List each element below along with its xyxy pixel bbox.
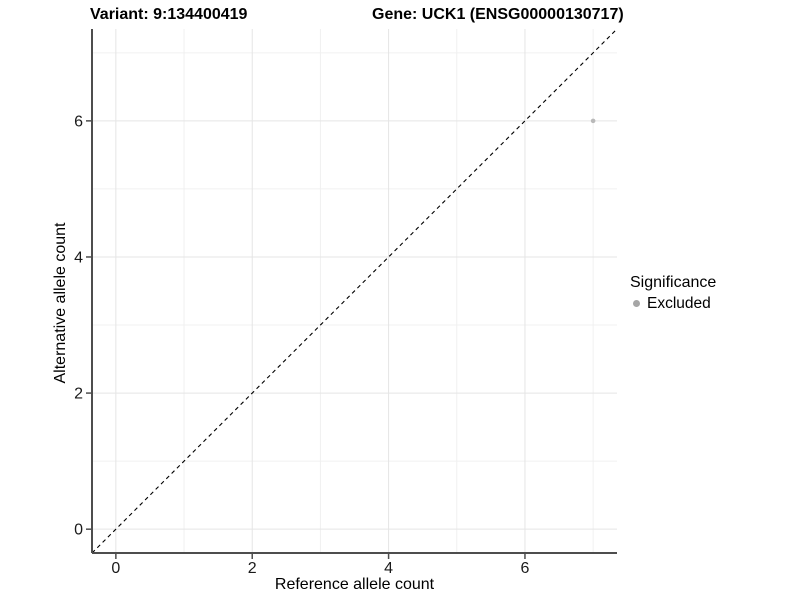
y-tick-label: 4 — [74, 249, 83, 266]
legend-title: Significance — [630, 274, 717, 291]
x-tick-label: 4 — [384, 560, 393, 577]
plot-title-variant: Variant: 9:134400419 — [90, 6, 248, 23]
x-axis-title: Reference allele count — [274, 576, 435, 593]
legend: Significance Excluded — [630, 274, 716, 312]
y-tick-label: 0 — [74, 522, 83, 539]
plot-title-gene: Gene: UCK1 (ENSG00000130717) — [372, 6, 624, 23]
circle-marker-icon — [633, 300, 640, 307]
legend-item-label: Excluded — [647, 295, 711, 312]
x-tick-label: 6 — [521, 560, 530, 577]
y-tick-label: 6 — [74, 113, 83, 130]
y-tick-label: 2 — [74, 386, 83, 403]
identity-dashed-line — [91, 28, 618, 554]
data-point — [590, 118, 596, 124]
x-tick-label: 0 — [111, 560, 120, 577]
legend-item-excluded: Excluded — [630, 295, 716, 312]
x-tick-label: 2 — [248, 560, 257, 577]
y-axis-title: Alternative allele count — [52, 222, 69, 384]
